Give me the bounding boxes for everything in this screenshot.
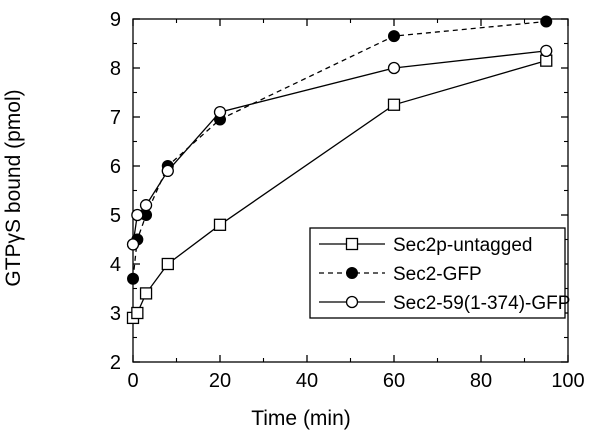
data-point	[131, 208, 144, 222]
y-tick-label: 5	[110, 205, 121, 227]
legend-label: Sec2-59(1-374)-GFP	[393, 293, 570, 314]
axes: 2 3 4 5 6 7 8 9 0 20 40 60 80 100	[110, 9, 585, 392]
x-tick-label: 0	[127, 370, 138, 392]
y-tick-label: 6	[110, 156, 121, 178]
data-point	[139, 199, 153, 212]
data-point	[540, 44, 553, 57]
y-tick-label: 2	[110, 352, 121, 374]
data-point	[540, 15, 553, 28]
series-line	[132, 50, 547, 245]
x-tick-label: 60	[383, 370, 405, 392]
legend-entry: Sec2p-untagged	[319, 235, 532, 256]
y-tick-label: 8	[110, 58, 121, 80]
data-point	[213, 218, 227, 231]
x-tick-label: 40	[296, 370, 318, 392]
data-point	[139, 287, 153, 300]
y-axis-title: GTPγS bound (pmol)	[2, 89, 25, 286]
legend-entry: Sec2-59(1-374)-GFP	[319, 293, 570, 314]
legend-label: Sec2p-untagged	[393, 235, 532, 256]
legend-marker	[345, 237, 359, 251]
data-point	[387, 98, 401, 111]
data-point	[161, 257, 174, 271]
data-point	[127, 272, 139, 285]
y-tick-label: 7	[110, 107, 121, 129]
y-tick-label: 9	[110, 9, 121, 31]
x-tick-label: 20	[209, 370, 231, 392]
data-point	[161, 164, 174, 178]
data-point	[126, 238, 140, 251]
legend-label: Sec2-GFP	[393, 264, 482, 285]
series-1	[126, 54, 553, 325]
data-point	[388, 30, 400, 43]
legend-marker	[346, 267, 358, 279]
y-tick-label: 3	[110, 303, 121, 325]
data-point	[387, 61, 401, 75]
legend-marker	[345, 295, 359, 309]
legend: Sec2p-untagged Sec2-GFP Sec2-59(1-374)-GFP	[309, 227, 570, 319]
x-tick-label: 100	[551, 370, 584, 392]
data-point	[131, 306, 144, 320]
data-point	[213, 105, 227, 119]
series-3	[126, 44, 553, 251]
x-axis-title: Time (min)	[251, 407, 351, 430]
y-tick-label: 4	[110, 254, 121, 276]
legend-entry: Sec2-GFP	[319, 264, 482, 285]
x-tick-label: 80	[470, 370, 492, 392]
series-layer	[126, 15, 553, 325]
